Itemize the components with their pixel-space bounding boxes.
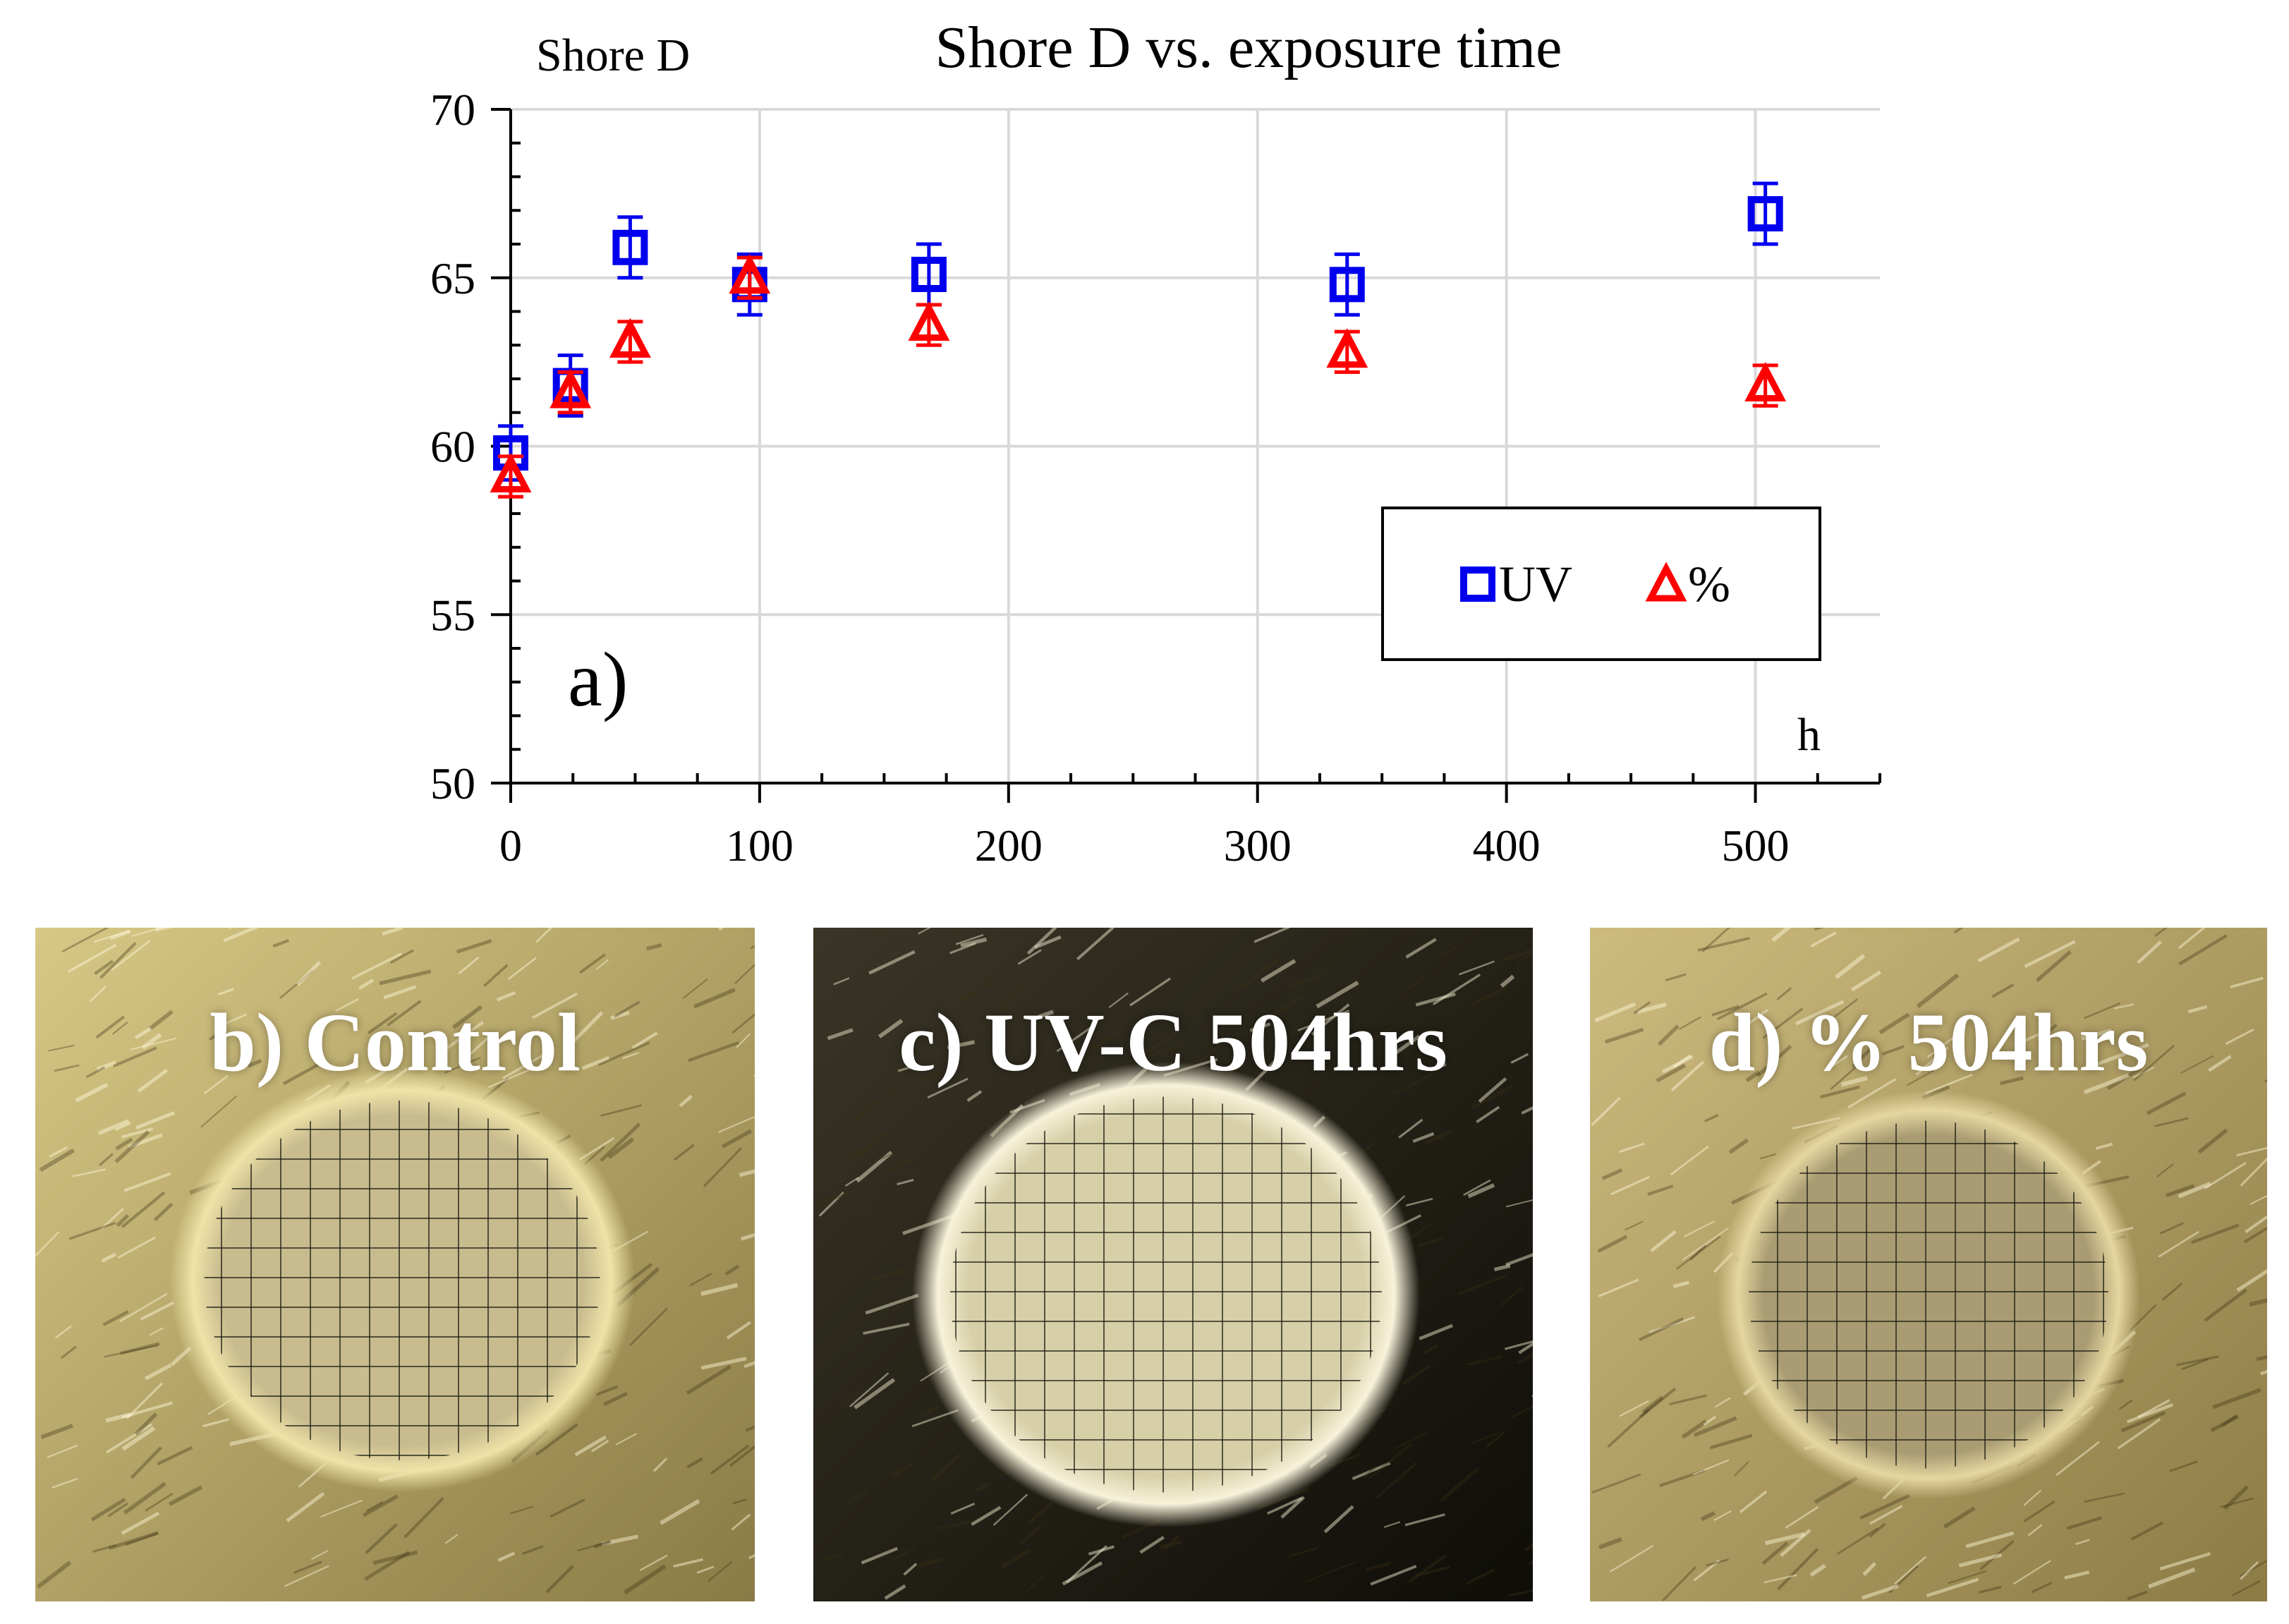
micrograph-control: [35, 928, 755, 1601]
legend-box: [1381, 507, 1821, 661]
x-tick-label-300: 300: [1224, 820, 1292, 871]
point-uv-5: [1329, 267, 1365, 303]
point-uv-2: [612, 229, 648, 265]
chart-title: Shore D vs. exposure time: [935, 15, 1562, 80]
photo-caption-uvc: c) UV-C 504hrs: [899, 996, 1447, 1089]
x-tick-label-400: 400: [1473, 820, 1541, 871]
y-tick-label-60: 60: [430, 422, 475, 472]
legend-pct-marker: [1645, 562, 1687, 602]
x-axis-label: h: [1797, 709, 1821, 761]
micrograph-pct: [1590, 928, 2267, 1601]
x-tick-label-0: 0: [499, 820, 522, 871]
photo-caption-control: b) Control: [210, 996, 581, 1089]
y-tick-label-50: 50: [430, 758, 475, 808]
micrograph-uvc: [813, 928, 1533, 1601]
y-axis-label: Shore D: [536, 30, 690, 81]
legend-uv-label: UV: [1499, 556, 1572, 612]
series-uv: [493, 181, 1783, 482]
point-pct-3: [729, 254, 771, 294]
photo-pct: d) % 504hrs: [1590, 928, 2267, 1601]
chart-grid: [511, 108, 1880, 783]
photo-caption-pct: d) % 504hrs: [1708, 996, 2149, 1089]
legend-pct-label: %: [1688, 556, 1730, 612]
point-pct-6: [1744, 361, 1787, 402]
chart-marks: [490, 181, 1787, 499]
panel-label-a: a): [568, 636, 628, 722]
x-tick-label-500: 500: [1722, 820, 1790, 871]
point-pct-2: [609, 317, 651, 358]
point-uv-6: [1747, 196, 1783, 232]
legend-uv-marker: [1460, 566, 1495, 602]
point-pct-4: [908, 301, 950, 341]
y-tick-label-70: 70: [430, 85, 475, 135]
y-tick-label-55: 55: [430, 590, 475, 640]
photo-control: b) Control: [35, 928, 755, 1601]
point-pct-5: [1326, 328, 1368, 368]
legend: UV %: [1381, 507, 1821, 661]
shore-d-chart: 50 55 60 65 70 0 100 200 300 400 500 Shore D vs. e…: [430, 15, 1881, 871]
point-uv-4: [911, 256, 947, 292]
x-tick-label-100: 100: [726, 820, 794, 871]
chart-ticks: 50 55 60 65 70 0 100 200 300 400 500: [430, 85, 1881, 871]
photo-uvc: c) UV-C 504hrs: [813, 928, 1533, 1601]
x-tick-label-200: 200: [975, 820, 1043, 871]
point-pct-1: [550, 368, 592, 408]
y-tick-label-65: 65: [430, 253, 475, 303]
series-pct: [490, 254, 1787, 499]
point-pct-0: [490, 452, 532, 492]
